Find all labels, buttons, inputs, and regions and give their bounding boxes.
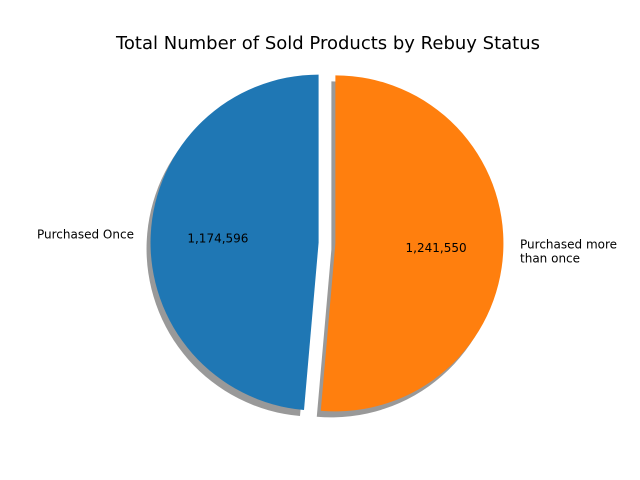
slice-2-category-label: Purchased more than once bbox=[520, 237, 617, 265]
slice-2-value-label: 1,241,550 bbox=[406, 241, 467, 255]
slice-2-category-label-line: than once bbox=[520, 251, 580, 265]
slice-1-category-label-line: Purchased Once bbox=[37, 228, 134, 242]
slice-1-category-label: Purchased Once bbox=[37, 228, 134, 242]
slice-layer bbox=[150, 74, 504, 412]
chart-title: Total Number of Sold Products by Rebuy S… bbox=[115, 33, 540, 54]
slice-1 bbox=[150, 74, 319, 411]
slice-1-value-label: 1,174,596 bbox=[187, 231, 248, 245]
label-layer: Purchased Once 1,174,596 Purchased more tha… bbox=[37, 228, 617, 266]
slice-2-category-label-line: Purchased more bbox=[520, 237, 617, 251]
slice-2 bbox=[320, 75, 504, 412]
